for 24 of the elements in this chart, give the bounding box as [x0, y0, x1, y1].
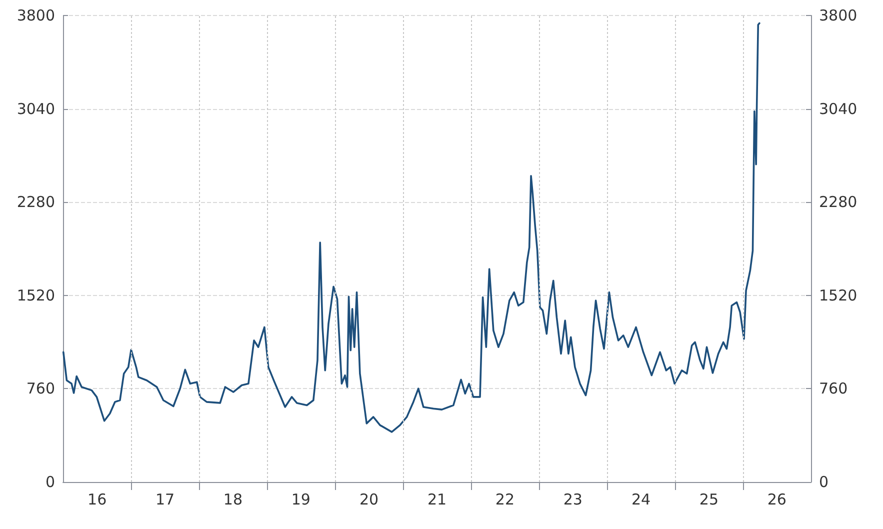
x-tick-label: 24 — [631, 490, 651, 508]
y2-tick-label: 3040 — [819, 100, 858, 118]
x-tick-label: 19 — [291, 490, 310, 508]
y2-tick-label: 0 — [819, 473, 829, 491]
x-tick-label: 23 — [563, 490, 582, 508]
line-series — [62, 22, 760, 433]
x-tick-label: 21 — [427, 490, 447, 508]
x-tick-label: 16 — [88, 490, 107, 508]
y-tick-label: 3800 — [16, 6, 55, 24]
x-tick-label: 26 — [767, 490, 786, 508]
y2-tick-label: 1520 — [819, 286, 858, 304]
y-tick-label: 1520 — [16, 286, 55, 304]
x-tick-label: 20 — [360, 490, 379, 508]
y2-tick-label: 2280 — [819, 193, 858, 212]
y-tick-label: 2280 — [16, 193, 55, 212]
x-tick-label: 17 — [155, 490, 175, 508]
y2-tick-label: 3800 — [819, 6, 858, 24]
x-tick-label: 22 — [495, 490, 514, 508]
x-tick-label: 25 — [699, 490, 719, 508]
y-tick-label: 3040 — [16, 100, 55, 118]
y-tick-label: 0 — [45, 473, 55, 491]
x-tick-label: 18 — [223, 490, 243, 508]
y-tick-label: 760 — [26, 380, 55, 398]
y2-tick-label: 760 — [819, 380, 848, 398]
